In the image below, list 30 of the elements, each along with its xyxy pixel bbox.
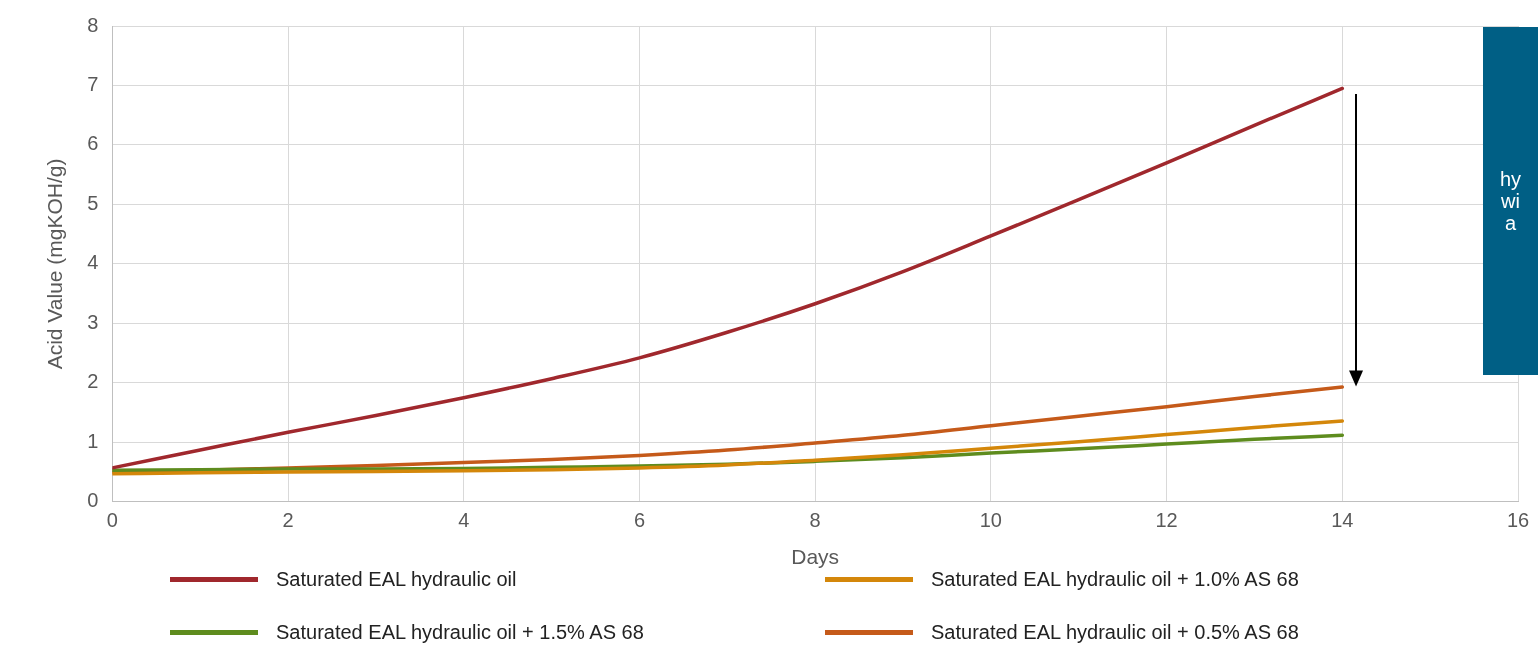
y-axis-title: Acid Value (mgKOH/g) [43, 158, 67, 370]
y-tick-label: 5 [87, 191, 99, 214]
legend-label: Saturated EAL hydraulic oil + 1.5% AS 68 [276, 621, 644, 644]
y-tick-label: 6 [87, 132, 99, 155]
x-tick-label: 2 [282, 509, 294, 532]
annotation: wi [1501, 190, 1520, 212]
x-tick-label: 6 [633, 509, 646, 532]
legend-label: Saturated EAL hydraulic oil [276, 568, 517, 591]
y-tick-label: 4 [87, 251, 99, 274]
x-tick-label: 16 [1506, 509, 1530, 532]
y-tick-label: 8 [87, 13, 99, 36]
x-axis-title: Days [791, 545, 840, 569]
x-tick-label: 12 [1155, 509, 1178, 532]
y-tick-label: 7 [87, 72, 99, 95]
y-tick-label: 2 [87, 370, 99, 393]
line-series [112, 86, 1345, 470]
legend-label: Saturated EAL hydraulic oil + 1.0% AS 68 [931, 568, 1299, 591]
line-series [112, 419, 1345, 476]
y-tick-label: 1 [87, 429, 99, 452]
legend-label: Saturated EAL hydraulic oil + 0.5% AS 68 [931, 621, 1299, 644]
y-tick-label: 0 [87, 489, 99, 512]
x-tick-label: 14 [1331, 509, 1354, 532]
annotation: a [1504, 212, 1517, 234]
x-tick-label: 8 [809, 509, 821, 532]
y-tick-label: 3 [87, 310, 99, 333]
callout-box: hy wi a [1483, 27, 1538, 375]
annotation: hy [1499, 168, 1522, 190]
x-tick-label: 10 [979, 509, 1002, 532]
x-tick-label: 0 [106, 509, 118, 532]
x-tick-label: 4 [458, 509, 470, 532]
